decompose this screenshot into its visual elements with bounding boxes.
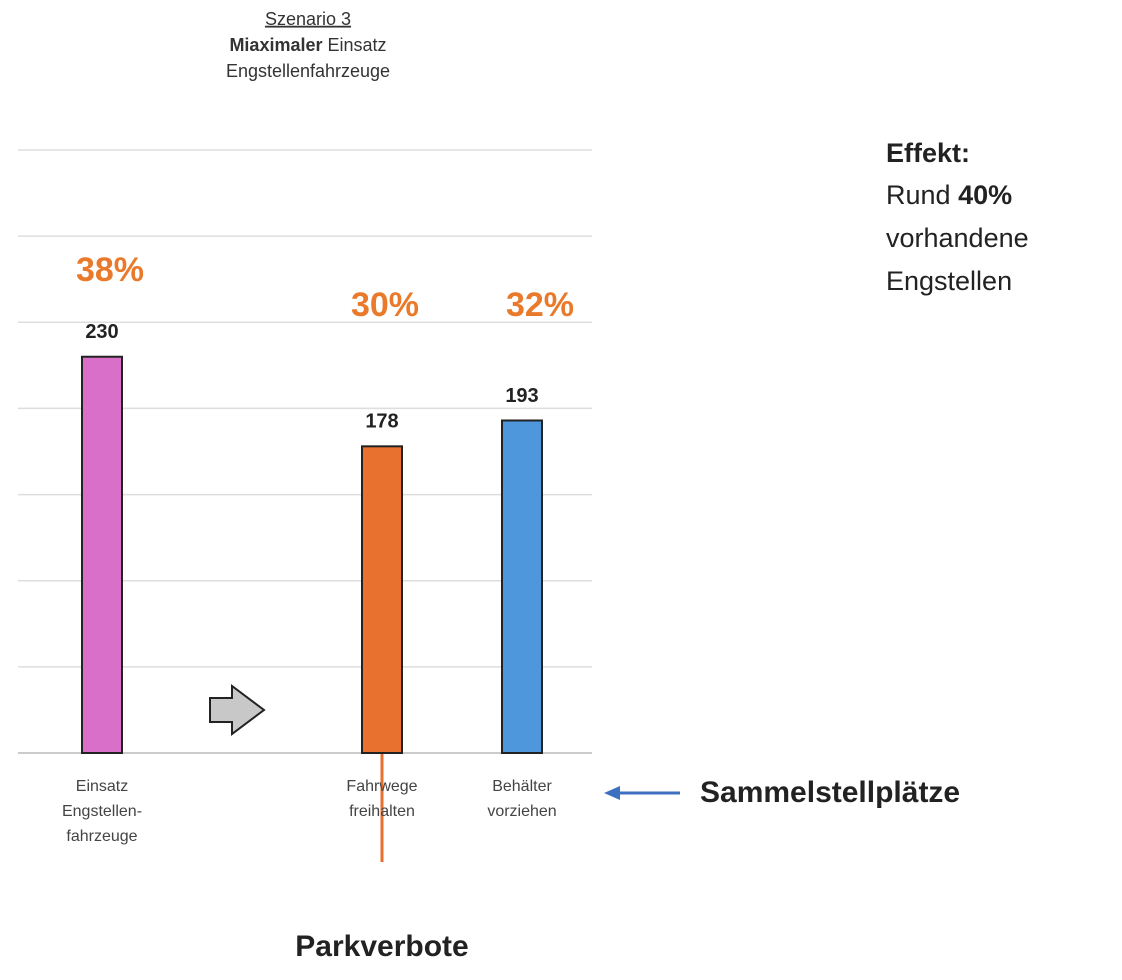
x-tick-label: Engstellen-: [62, 803, 142, 820]
annotation: Parkverbote: [295, 930, 468, 963]
value-label: 193: [505, 385, 538, 407]
x-tick-label: Einsatz: [76, 778, 128, 795]
effect-heading: Effekt:: [886, 138, 970, 168]
annotation: Sammelstellplätze: [700, 776, 960, 809]
x-tick-label: Fahrwege: [346, 778, 417, 795]
effect-text: Rund: [886, 180, 958, 210]
percent-label: 38%: [76, 251, 144, 289]
arrow-head: [604, 786, 620, 800]
value-label: 230: [85, 321, 118, 343]
x-tick-label: vorziehen: [487, 803, 556, 820]
effect-bold: 40%: [958, 180, 1012, 210]
x-tick-label: Behälter: [492, 778, 552, 795]
percent-label: 32%: [506, 286, 574, 324]
title-line: Engstellenfahrzeuge: [226, 61, 390, 81]
title-rest: Einsatz: [328, 35, 387, 55]
bar: [81, 355, 123, 754]
effect-line: vorhandene: [886, 223, 1029, 253]
percent-label: 30%: [351, 286, 419, 324]
value-label: 178: [365, 411, 398, 433]
title-line: Miaximaler Einsatz: [229, 35, 386, 55]
title-line: Szenario 3: [265, 9, 351, 29]
x-tick-label: fahrzeuge: [66, 828, 137, 845]
bar: [361, 445, 403, 754]
bar: [501, 419, 543, 754]
block-arrow: [209, 684, 266, 736]
effect-line: Engstellen: [886, 266, 1012, 296]
effect-line: Rund 40%: [886, 180, 1012, 210]
title-bold: Miaximaler: [229, 35, 322, 55]
x-tick-label: freihalten: [349, 803, 415, 820]
